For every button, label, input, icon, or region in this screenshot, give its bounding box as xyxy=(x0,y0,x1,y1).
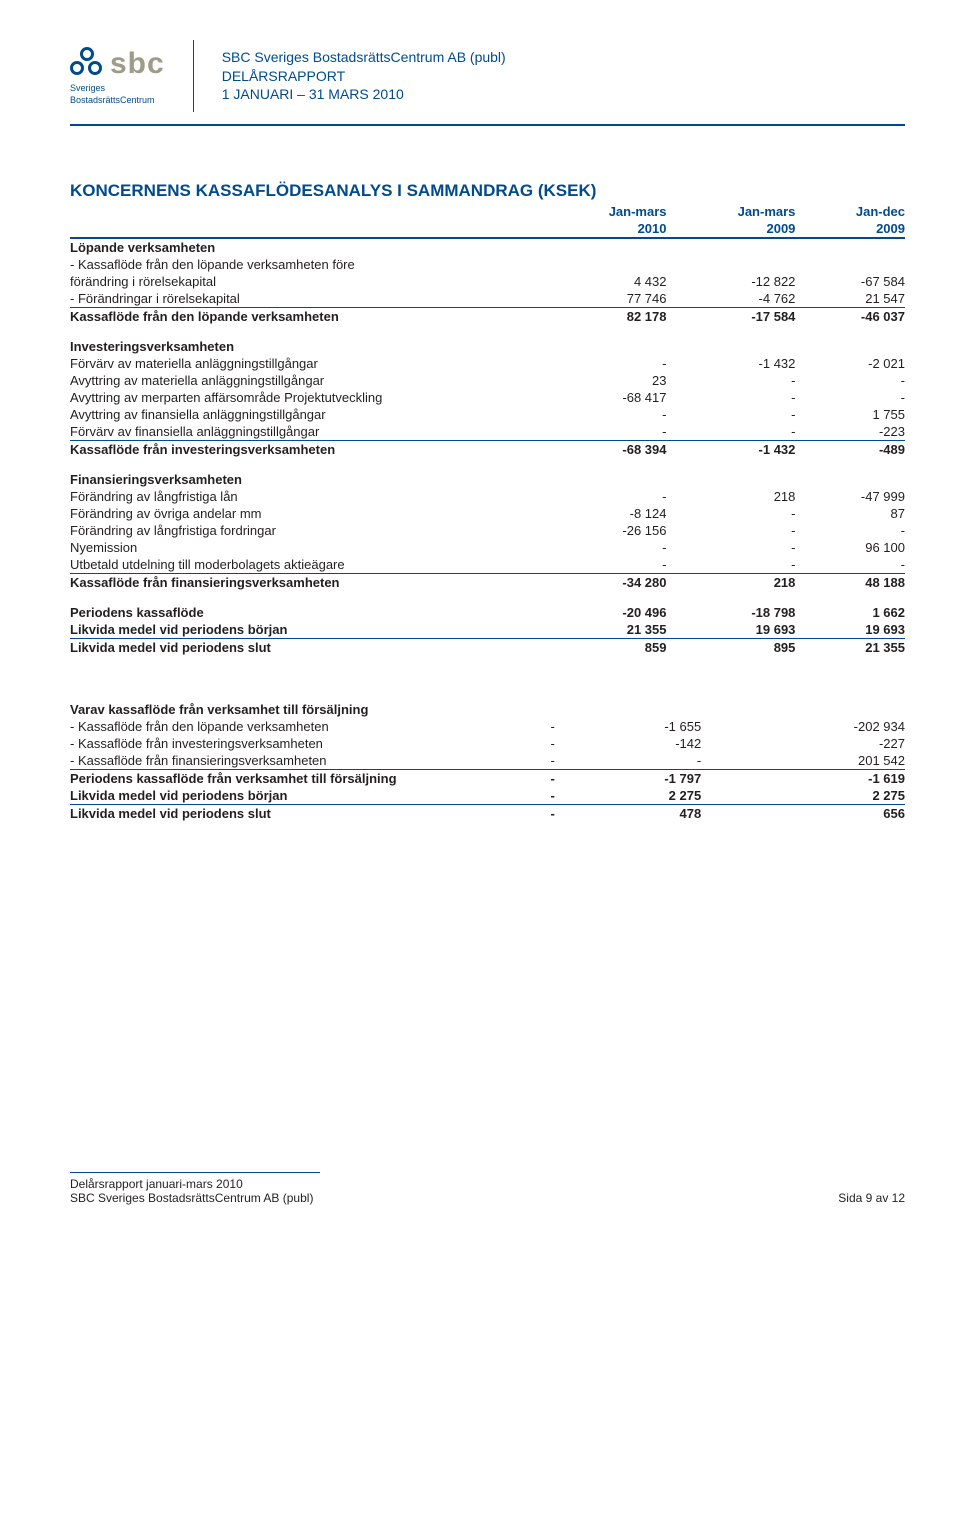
row-inv-4: Avyttring av finansiella anläggningstill… xyxy=(70,406,905,423)
row-op-wc: - Förändringar i rörelsekapital 77 746 -… xyxy=(70,290,905,308)
row-inv-2: Avyttring av materiella anläggningstillg… xyxy=(70,372,905,389)
section-title: KONCERNENS KASSAFLÖDESANALYS I SAMMANDRA… xyxy=(70,181,905,201)
logo-subtitle2: BostadsrättsCentrum xyxy=(70,95,155,105)
subhead-operating: Löpande verksamheten xyxy=(70,238,905,256)
logo-subtitle: Sveriges xyxy=(70,83,105,93)
cashflow-table: Jan-mars Jan-mars Jan-dec 2010 2009 2009… xyxy=(70,203,905,656)
col1-head-b: 2010 xyxy=(538,220,667,238)
page: sbc Sveriges BostadsrättsCentrum SBC Sve… xyxy=(0,0,960,1235)
col3-head-a: Jan-dec xyxy=(795,203,905,220)
subhead-disposal: Varav kassaflöde från verksamhet till fö… xyxy=(70,701,905,718)
header-period: 1 JANUARI – 31 MARS 2010 xyxy=(222,85,506,104)
row-d-3: - Kassaflöde från finansieringsverksamhe… xyxy=(70,752,905,770)
disposal-block: Varav kassaflöde från verksamhet till fö… xyxy=(70,701,905,822)
logo-mark-icon xyxy=(70,47,104,81)
row-inv-3: Avyttring av merparten affärsområde Proj… xyxy=(70,389,905,406)
row-op-sum: Kassaflöde från den löpande verksamheten… xyxy=(70,308,905,326)
row-inv-5: Förvärv av finansiella anläggningstillgå… xyxy=(70,423,905,441)
row-d-end: Likvida medel vid periodens slut-478656 xyxy=(70,805,905,823)
row-inv-sum: Kassaflöde från investeringsverksamheten… xyxy=(70,441,905,459)
subhead-investing: Investeringsverksamheten xyxy=(70,338,905,355)
row-period-cf: Periodens kassaflöde-20 496-18 7981 662 xyxy=(70,604,905,621)
row-fin-2: Förändring av övriga andelar mm-8 124-87 xyxy=(70,505,905,522)
content: KONCERNENS KASSAFLÖDESANALYS I SAMMANDRA… xyxy=(70,181,905,822)
row-fin-sum: Kassaflöde från finansieringsverksamhete… xyxy=(70,574,905,592)
row-d-sum: Periodens kassaflöde från verksamhet til… xyxy=(70,770,905,788)
row-fin-3: Förändring av långfristiga fordringar-26… xyxy=(70,522,905,539)
row-cash-begin: Likvida medel vid periodens början21 355… xyxy=(70,621,905,639)
col-header-row-2: 2010 2009 2009 xyxy=(70,220,905,238)
col-header-row-1: Jan-mars Jan-mars Jan-dec xyxy=(70,203,905,220)
footer-left: Delårsrapport januari-mars 2010 SBC Sver… xyxy=(70,1172,320,1205)
row-d-2: - Kassaflöde från investeringsverksamhet… xyxy=(70,735,905,752)
row-d-begin: Likvida medel vid periodens början-2 275… xyxy=(70,787,905,805)
disposal-table: Varav kassaflöde från verksamhet till fö… xyxy=(70,701,905,822)
report-header: sbc Sveriges BostadsrättsCentrum SBC Sve… xyxy=(70,40,905,112)
row-fin-1: Förändring av långfristiga lån-218-47 99… xyxy=(70,488,905,505)
header-company: SBC Sveriges BostadsrättsCentrum AB (pub… xyxy=(222,48,506,67)
row-op-change: förändring i rörelsekapital 4 432 -12 82… xyxy=(70,273,905,290)
row-fin-4: Nyemission--96 100 xyxy=(70,539,905,556)
header-rule xyxy=(70,124,905,126)
footer-line2: SBC Sveriges BostadsrättsCentrum AB (pub… xyxy=(70,1191,320,1205)
row-inv-1: Förvärv av materiella anläggningstillgån… xyxy=(70,355,905,372)
subhead-financing: Finansieringsverksamheten xyxy=(70,471,905,488)
row-fin-5: Utbetald utdelning till moderbolagets ak… xyxy=(70,556,905,574)
footer-line1: Delårsrapport januari-mars 2010 xyxy=(70,1177,320,1191)
header-divider xyxy=(193,40,194,112)
row-cash-end: Likvida medel vid periodens slut85989521… xyxy=(70,639,905,657)
logo-word: sbc xyxy=(110,47,165,81)
row-op-pre: - Kassaflöde från den löpande verksamhet… xyxy=(70,256,905,273)
header-report-type: DELÅRSRAPPORT xyxy=(222,67,506,86)
footer-right: Sida 9 av 12 xyxy=(838,1191,905,1205)
logo: sbc Sveriges BostadsrättsCentrum xyxy=(70,47,165,105)
header-text: SBC Sveriges BostadsrättsCentrum AB (pub… xyxy=(222,48,506,105)
row-d-1: - Kassaflöde från den löpande verksamhet… xyxy=(70,718,905,735)
page-footer: Delårsrapport januari-mars 2010 SBC Sver… xyxy=(70,1172,905,1205)
col2-head-b: 2009 xyxy=(667,220,796,238)
col2-head-a: Jan-mars xyxy=(667,203,796,220)
col3-head-b: 2009 xyxy=(795,220,905,238)
col1-head-a: Jan-mars xyxy=(538,203,667,220)
